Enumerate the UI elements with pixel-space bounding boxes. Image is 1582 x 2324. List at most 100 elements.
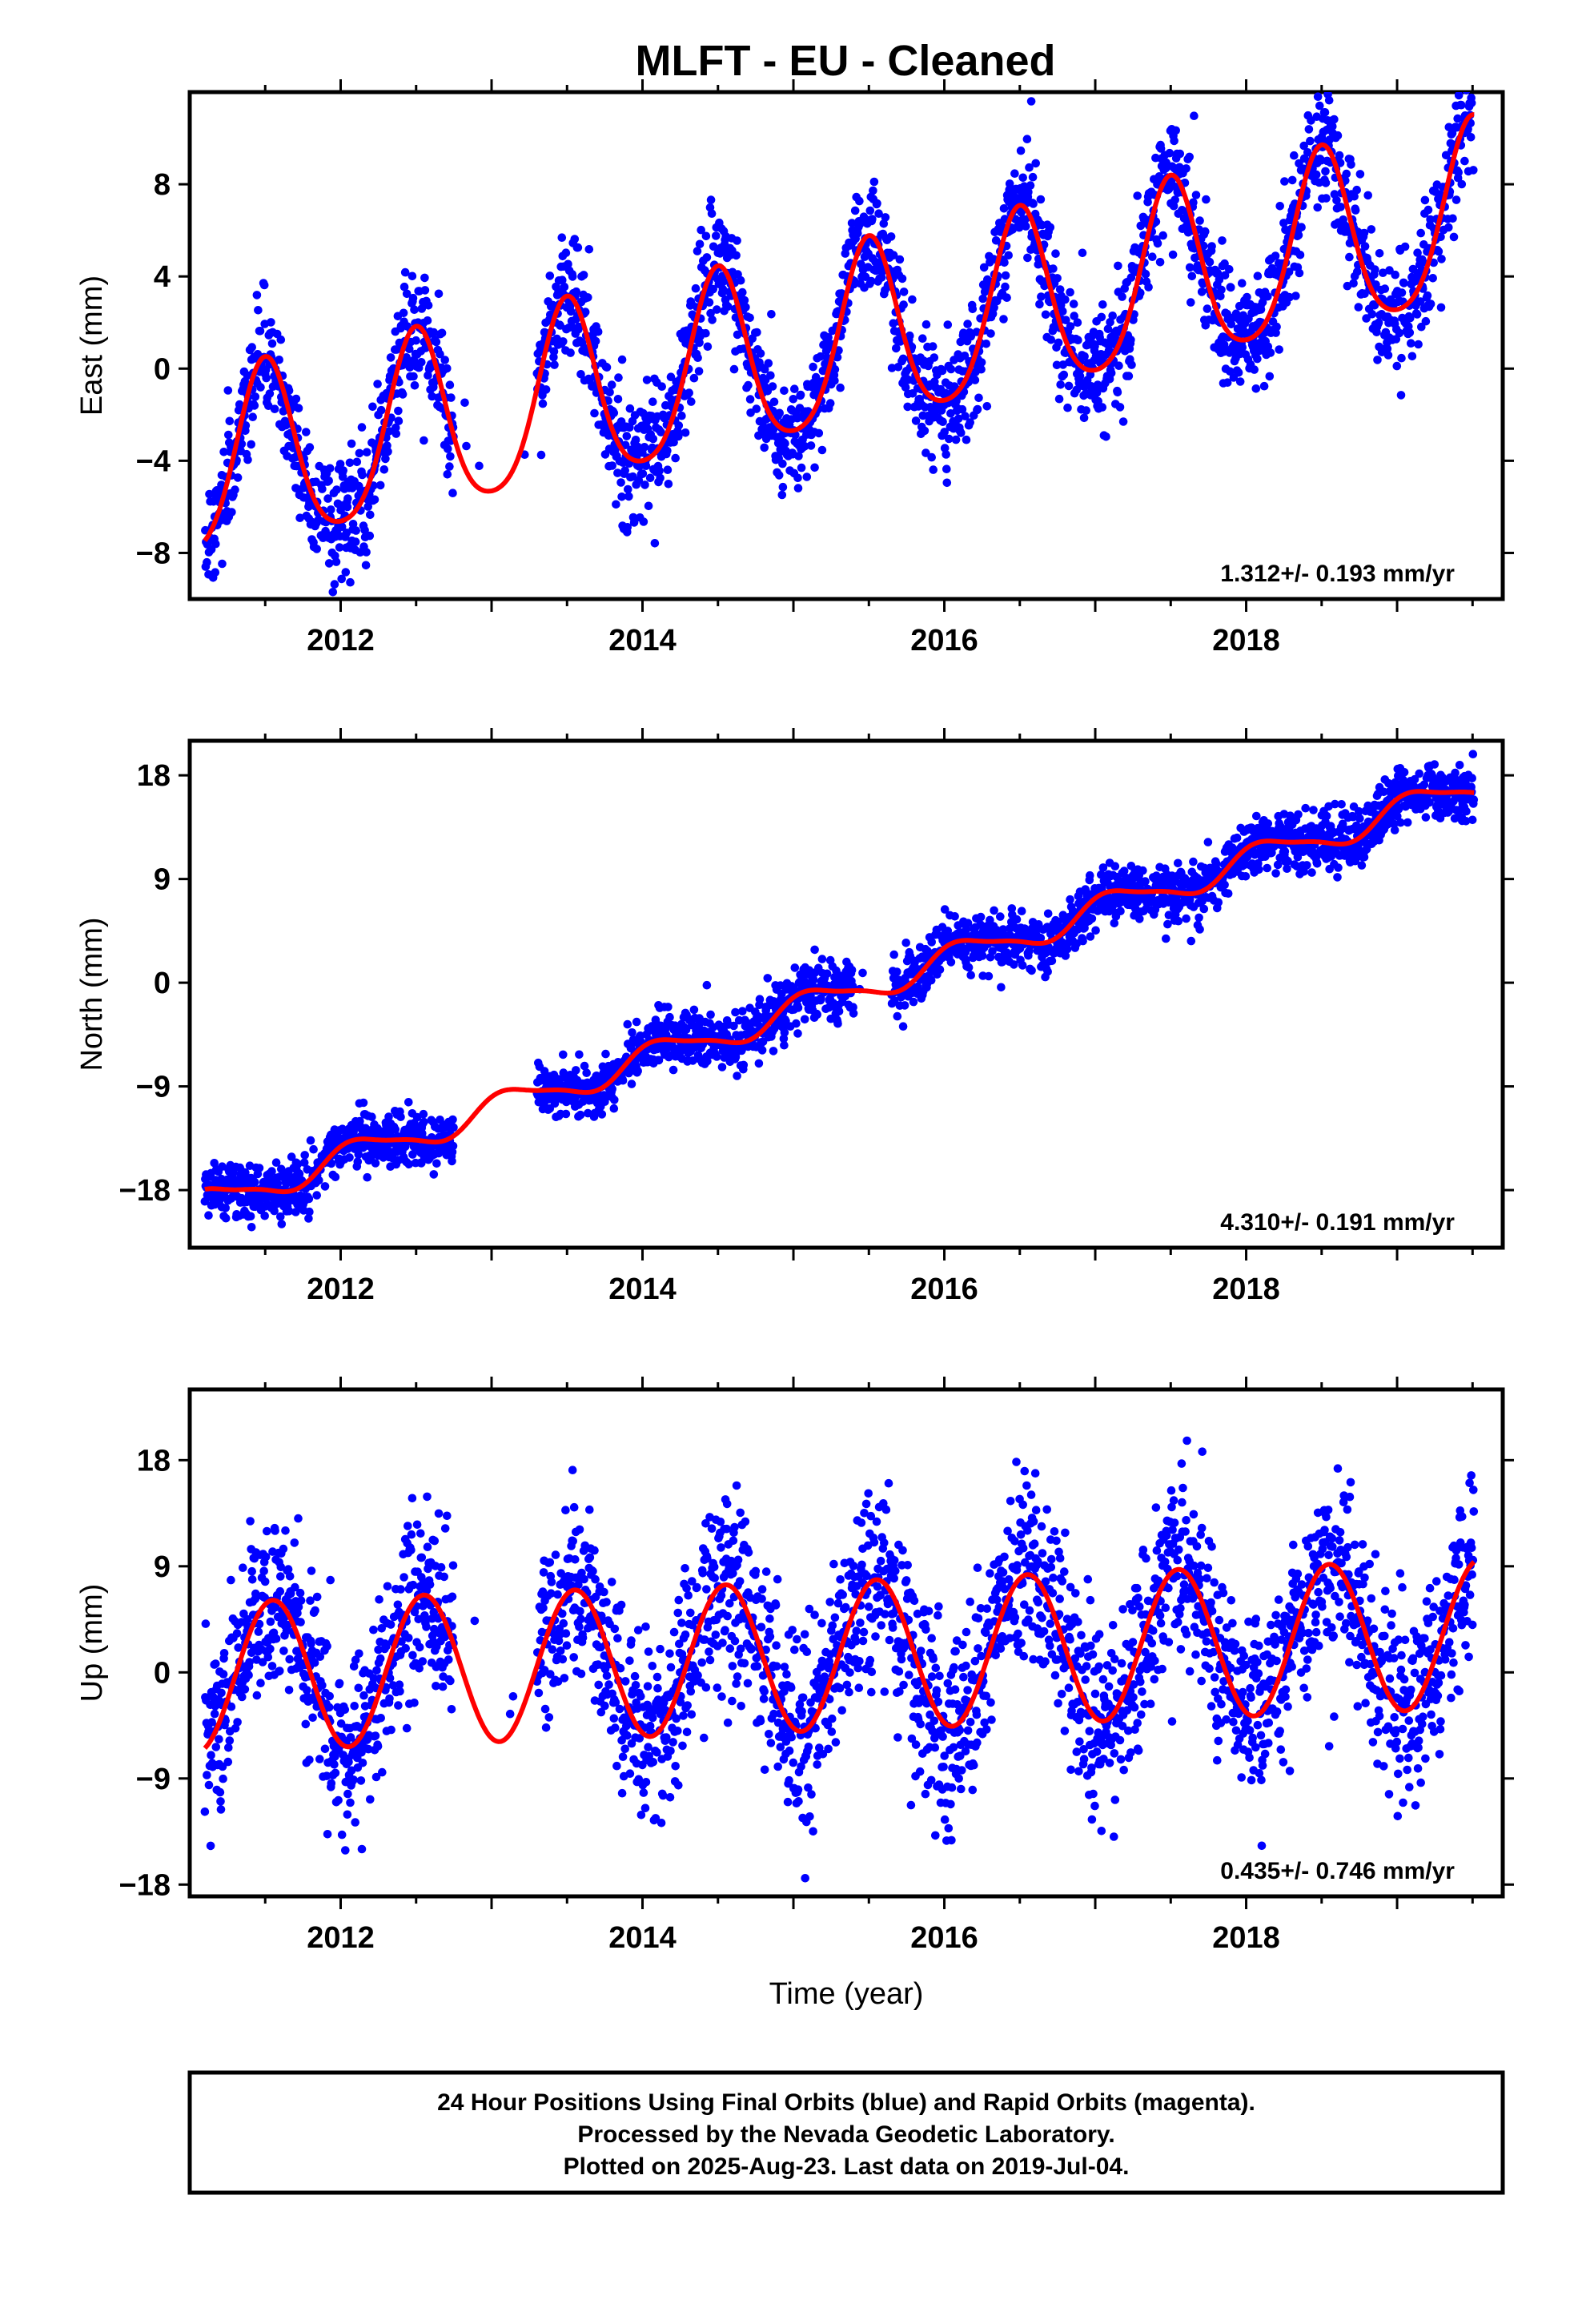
east-data-point <box>444 444 452 453</box>
north-data-point <box>755 995 765 1003</box>
east-data-point <box>1426 300 1435 308</box>
east-data-point <box>358 470 367 480</box>
north-data-point <box>729 1021 738 1031</box>
north-data-point <box>681 1025 691 1035</box>
north-data-point <box>299 1158 309 1167</box>
east-data-point <box>443 470 452 479</box>
east-data-point <box>952 396 961 405</box>
east-data-point <box>982 340 991 348</box>
east-data-point <box>1406 313 1415 323</box>
north-data-point <box>210 1159 219 1168</box>
north-data-point <box>623 1019 632 1029</box>
east-data-point <box>1322 194 1331 203</box>
east-data-point <box>1295 268 1304 278</box>
north-data-point <box>1086 932 1095 941</box>
east-data-point <box>1103 324 1113 334</box>
east-data-point <box>622 432 632 440</box>
north-data-point <box>1110 862 1120 870</box>
east-data-point <box>1079 413 1089 423</box>
east-data-point <box>809 362 817 372</box>
east-data-point <box>723 302 733 312</box>
north-data-point <box>813 1010 821 1019</box>
north-data-point <box>359 1098 368 1108</box>
north-data-point <box>1043 909 1053 919</box>
north-data-point <box>780 1040 789 1050</box>
east-data-point <box>1434 247 1443 256</box>
east-data-point <box>1158 231 1167 240</box>
east-data-point <box>1199 241 1208 251</box>
north-data-point <box>901 939 910 947</box>
north-data-point <box>345 1153 354 1162</box>
east-data-point <box>429 328 439 337</box>
east-data-point <box>929 465 938 474</box>
east-data-point <box>1148 252 1157 262</box>
east-data-point <box>1187 271 1197 281</box>
east-data-point <box>408 293 418 303</box>
east-data-point <box>1272 322 1281 332</box>
east-data-point <box>327 505 335 514</box>
north-data-point <box>628 1028 636 1037</box>
north-data-point <box>834 1007 844 1016</box>
north-data-point <box>246 1212 255 1221</box>
east-y-tick-label: 4 <box>154 260 171 294</box>
east-data-point <box>814 428 824 438</box>
north-data-point <box>284 1207 294 1216</box>
east-data-point <box>873 199 881 208</box>
east-data-point <box>1423 205 1433 215</box>
north-data-point <box>584 1108 592 1118</box>
east-data-point <box>1351 206 1360 215</box>
east-data-point <box>1072 385 1082 395</box>
north-data-point <box>448 1115 457 1124</box>
east-data-point <box>251 392 260 401</box>
north-data-point <box>420 1117 428 1127</box>
north-data-point <box>713 1052 721 1061</box>
east-data-point <box>1175 149 1185 159</box>
east-data-point <box>331 557 341 566</box>
east-y-tick-label: −4 <box>136 444 171 478</box>
north-data-point <box>315 1176 323 1185</box>
east-data-point <box>351 526 361 535</box>
east-data-point <box>687 397 696 406</box>
east-data-point <box>855 196 864 206</box>
east-data-point <box>830 376 839 385</box>
north-data-point <box>363 1172 372 1182</box>
east-data-point <box>1336 203 1345 211</box>
east-data-point <box>1046 336 1056 344</box>
east-data-point <box>1026 181 1035 190</box>
east-data-point <box>545 271 555 280</box>
east-data-point <box>1349 279 1358 288</box>
east-data-point <box>324 476 334 485</box>
north-data-point <box>419 1109 428 1119</box>
east-data-point <box>1345 252 1354 262</box>
east-data-point <box>383 447 392 456</box>
east-data-point <box>729 364 739 374</box>
east-data-point <box>1010 169 1019 178</box>
east-data-point <box>339 466 348 475</box>
east-data-point <box>1235 377 1245 386</box>
east-data-point <box>410 381 420 390</box>
east-data-point <box>1051 249 1060 259</box>
east-data-point <box>681 428 690 437</box>
east-data-point <box>1352 185 1361 195</box>
north-data-point <box>271 1158 281 1167</box>
east-data-point <box>324 559 334 568</box>
east-data-point <box>1457 179 1467 189</box>
east-data-point <box>1416 228 1425 238</box>
east-data-point <box>1428 274 1437 283</box>
east-data-point <box>609 408 619 417</box>
east-data-point <box>420 436 428 445</box>
east-data-point <box>963 320 972 328</box>
east-data-point <box>633 442 642 452</box>
north-data-point <box>582 1068 591 1077</box>
east-data-point <box>335 460 345 468</box>
east-data-point <box>986 329 995 338</box>
north-data-point <box>793 1003 803 1012</box>
north-data-point <box>809 975 818 985</box>
east-y-tick-label: 8 <box>154 168 171 202</box>
north-data-point <box>1232 833 1242 842</box>
east-data-point <box>766 371 775 380</box>
north-data-point <box>1286 811 1295 820</box>
east-data-point <box>1202 195 1211 204</box>
east-data-point <box>602 363 612 372</box>
east-data-point <box>573 243 583 252</box>
